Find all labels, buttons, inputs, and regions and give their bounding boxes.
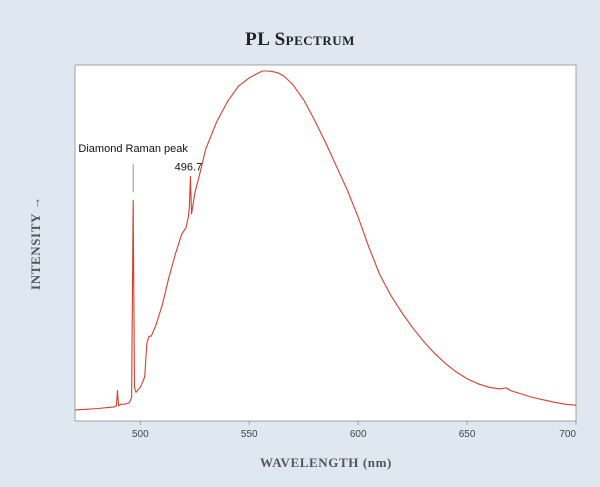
- y-axis-title: INTENSITY →: [28, 196, 43, 290]
- plot-area: [74, 64, 577, 422]
- peak-value-label: 496.7: [175, 161, 203, 173]
- annotations: Diamond Raman peak 496.7: [78, 143, 203, 193]
- x-tick-label: 600: [350, 429, 367, 440]
- x-axis-title: WAVELENGTH (nm): [260, 455, 392, 470]
- raman-peak-label: Diamond Raman peak: [78, 143, 188, 155]
- x-tick-label: 500: [132, 429, 149, 440]
- chart-title: PL Spectrum: [245, 29, 355, 50]
- x-tick-label: 700: [559, 429, 576, 440]
- x-tick-label: 550: [241, 429, 258, 440]
- series-line: [74, 70, 577, 411]
- x-ticks: 500 550 600 650 700: [132, 421, 576, 440]
- x-tick-label: 650: [459, 429, 476, 440]
